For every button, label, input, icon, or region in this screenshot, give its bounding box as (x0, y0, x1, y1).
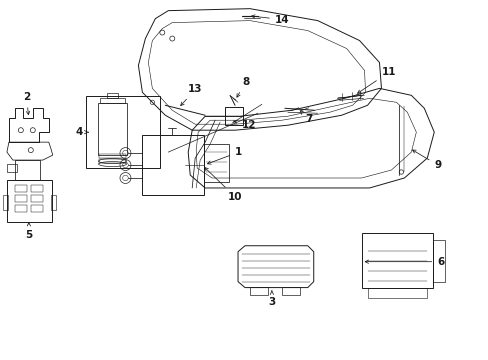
Bar (142, 135, 203, 195)
Text: 12: 12 (233, 120, 256, 130)
Text: 1: 1 (207, 147, 242, 164)
Bar (361, 233, 432, 288)
Bar (31, 205, 42, 212)
Bar (31, 185, 42, 192)
Text: 11: 11 (357, 67, 395, 93)
Bar (15, 185, 27, 192)
Bar (281, 287, 299, 294)
Bar (7, 164, 17, 172)
Bar (99, 159, 126, 163)
Bar (3, 195, 8, 210)
Bar (432, 240, 444, 282)
Bar (367, 288, 427, 298)
Text: 13: 13 (181, 84, 203, 105)
Bar (99, 154, 126, 158)
Text: 6: 6 (365, 257, 444, 267)
Bar (98, 103, 127, 155)
Bar (106, 93, 118, 98)
Bar (15, 195, 27, 202)
Text: 5: 5 (25, 223, 32, 240)
Bar (51, 195, 56, 210)
Text: 10: 10 (204, 167, 242, 202)
Text: 2: 2 (23, 92, 30, 114)
Text: 3: 3 (268, 291, 275, 306)
Text: 9: 9 (412, 150, 441, 170)
Bar (7, 180, 52, 222)
Text: 14: 14 (251, 15, 289, 24)
Bar (249, 287, 267, 294)
Text: 8: 8 (236, 77, 249, 97)
Text: 4: 4 (76, 127, 88, 137)
Text: 7: 7 (300, 111, 311, 124)
Bar (224, 107, 243, 125)
Bar (15, 160, 40, 180)
Bar (15, 205, 27, 212)
Bar (100, 98, 125, 103)
Bar (31, 195, 42, 202)
Bar (85, 96, 160, 168)
Bar (203, 144, 228, 182)
